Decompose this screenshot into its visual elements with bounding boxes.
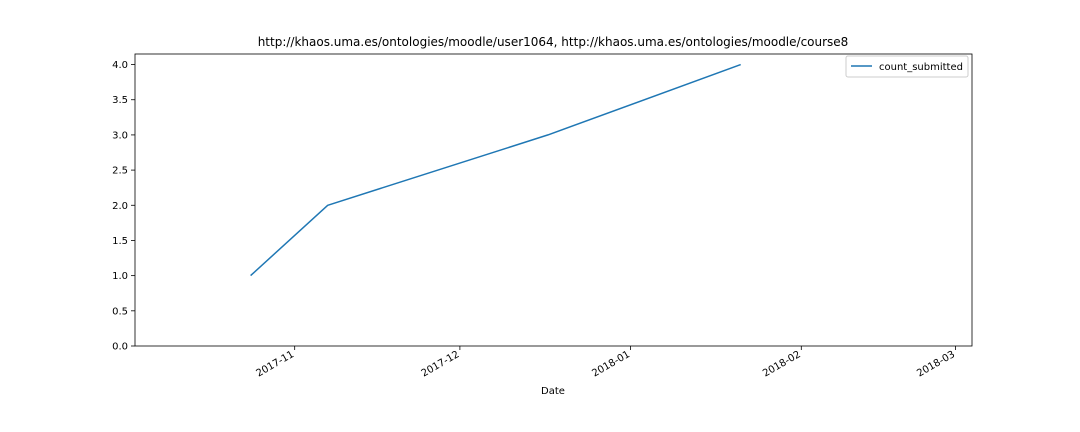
- x-tick-label: 2018-03: [915, 349, 957, 379]
- legend-label-count-submitted: count_submitted: [879, 62, 963, 73]
- y-tick-label: 4.0: [112, 60, 128, 71]
- chart-title: http://khaos.uma.es/ontologies/moodle/us…: [258, 35, 849, 49]
- legend-box: [845, 55, 969, 78]
- y-tick-label: 2.0: [112, 201, 128, 212]
- y-tick-label: 3.5: [112, 95, 128, 106]
- y-axis: 0.0 0.5 1.0 1.5 2.0 2.5 3.0 3.5 4.0: [112, 60, 135, 353]
- plot-area: [134, 53, 973, 347]
- y-tick-label: 1.0: [112, 271, 128, 282]
- series-line-count-submitted: [250, 63, 741, 277]
- x-tick-label: 2018-02: [761, 349, 803, 379]
- series-group: [250, 63, 741, 277]
- x-tick-label: 2018-01: [590, 349, 632, 379]
- y-tick-label: 0.0: [112, 342, 128, 353]
- y-tick-label: 1.5: [112, 236, 128, 247]
- y-tick-label: 3.0: [112, 130, 128, 141]
- y-tick-label: 0.5: [112, 306, 128, 317]
- x-axis: 2017-11 2017-12 2018-01 2018-02 2018-03: [254, 346, 957, 379]
- x-tick-label: 2017-11: [254, 349, 296, 379]
- x-axis-label: Date: [541, 386, 565, 397]
- y-tick-label: 2.5: [112, 166, 128, 177]
- x-tick-label: 2017-12: [420, 349, 462, 379]
- legend: count_submitted: [845, 55, 969, 78]
